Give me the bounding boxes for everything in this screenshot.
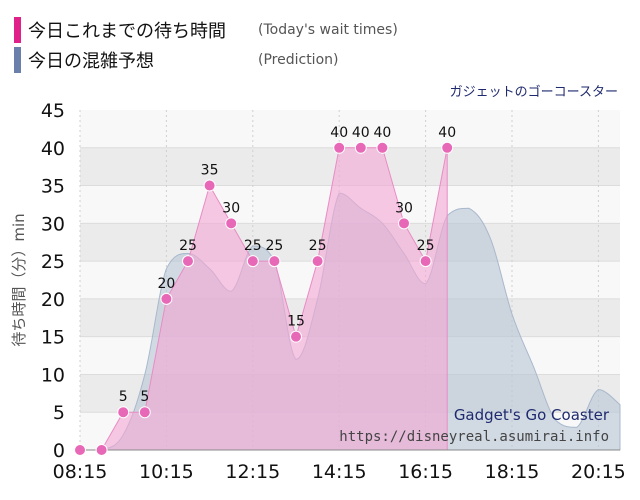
- data-label: 40: [438, 125, 456, 141]
- today-point[interactable]: [182, 255, 194, 268]
- today-point[interactable]: [225, 217, 238, 230]
- legend-label-prediction: 今日の混雑予想: [28, 51, 154, 72]
- today-point[interactable]: [290, 330, 302, 343]
- legend-swatch-today: [14, 17, 21, 43]
- y-tick-label: 30: [41, 213, 65, 235]
- today-point[interactable]: [268, 255, 281, 268]
- y-tick-label: 5: [53, 402, 65, 424]
- today-point[interactable]: [74, 444, 86, 456]
- x-axis-ticks: 08:15 10:15 12:15 14:15 16:15 18:15 20:15: [53, 461, 626, 483]
- data-label: 40: [330, 125, 348, 141]
- today-point[interactable]: [354, 141, 367, 154]
- today-point[interactable]: [203, 179, 216, 192]
- x-tick-label: 14:15: [312, 461, 367, 483]
- y-axis-label: 待ち時間（分）min: [10, 213, 28, 346]
- x-tick-label: 16:15: [398, 461, 453, 483]
- y-tick-label: 0: [53, 440, 65, 462]
- today-point[interactable]: [160, 292, 173, 305]
- data-label: 5: [140, 389, 149, 405]
- today-point[interactable]: [117, 406, 130, 419]
- data-label: 5: [119, 389, 128, 405]
- credit-url[interactable]: https://disneyreal.asumirai.info: [339, 429, 609, 445]
- legend-label-today: 今日これまでの待ち時間: [28, 21, 226, 42]
- today-area: [80, 147, 448, 451]
- x-tick-label: 12:15: [225, 461, 280, 483]
- today-point[interactable]: [246, 255, 259, 268]
- legend-swatch-prediction: [14, 47, 21, 73]
- today-point[interactable]: [398, 217, 410, 230]
- data-label: 25: [244, 238, 262, 254]
- y-tick-label: 15: [41, 327, 65, 349]
- data-label: 25: [265, 238, 283, 254]
- data-label: 30: [395, 200, 413, 216]
- x-tick-label: 18:15: [485, 461, 540, 483]
- x-tick-label: 08:15: [53, 461, 108, 483]
- y-axis-ticks: 0 5 10 15 20 25 30 35 40 45: [41, 100, 65, 462]
- legend-item-prediction[interactable]: 今日の混雑予想 (Prediction): [14, 47, 338, 73]
- data-label: 25: [417, 238, 435, 254]
- today-point[interactable]: [376, 141, 389, 154]
- credit-attraction: Gadget's Go Coaster: [454, 406, 610, 424]
- legend-item-today[interactable]: 今日これまでの待ち時間 (Today's wait times): [14, 17, 398, 43]
- data-label: 40: [352, 125, 370, 141]
- data-label: 25: [309, 238, 327, 254]
- today-point[interactable]: [311, 255, 324, 268]
- data-label: 25: [179, 238, 197, 254]
- x-tick-label: 10:15: [139, 461, 194, 483]
- y-tick-label: 45: [41, 100, 65, 122]
- data-label: 20: [157, 276, 175, 292]
- y-tick-label: 20: [41, 289, 65, 311]
- data-label: 35: [201, 163, 219, 179]
- today-point[interactable]: [333, 141, 346, 154]
- y-tick-label: 40: [41, 138, 65, 160]
- data-label: 15: [287, 314, 305, 330]
- legend: 今日これまでの待ち時間 (Today's wait times) 今日の混雑予想…: [0, 0, 640, 80]
- today-point[interactable]: [95, 444, 108, 456]
- legend-note-prediction: (Prediction): [258, 52, 339, 68]
- today-point[interactable]: [441, 141, 454, 154]
- today-point[interactable]: [419, 255, 432, 268]
- today-point[interactable]: [138, 406, 151, 419]
- data-label: 40: [373, 125, 391, 141]
- data-label: 30: [222, 200, 240, 216]
- y-tick-label: 10: [41, 364, 65, 386]
- chart-title: ガジェットのゴーコースター: [450, 84, 618, 100]
- y-tick-label: 25: [41, 251, 65, 273]
- x-tick-label: 20:15: [571, 461, 626, 483]
- today-points: [74, 141, 454, 456]
- legend-note-today: (Today's wait times): [258, 22, 398, 38]
- y-tick-label: 35: [41, 176, 65, 198]
